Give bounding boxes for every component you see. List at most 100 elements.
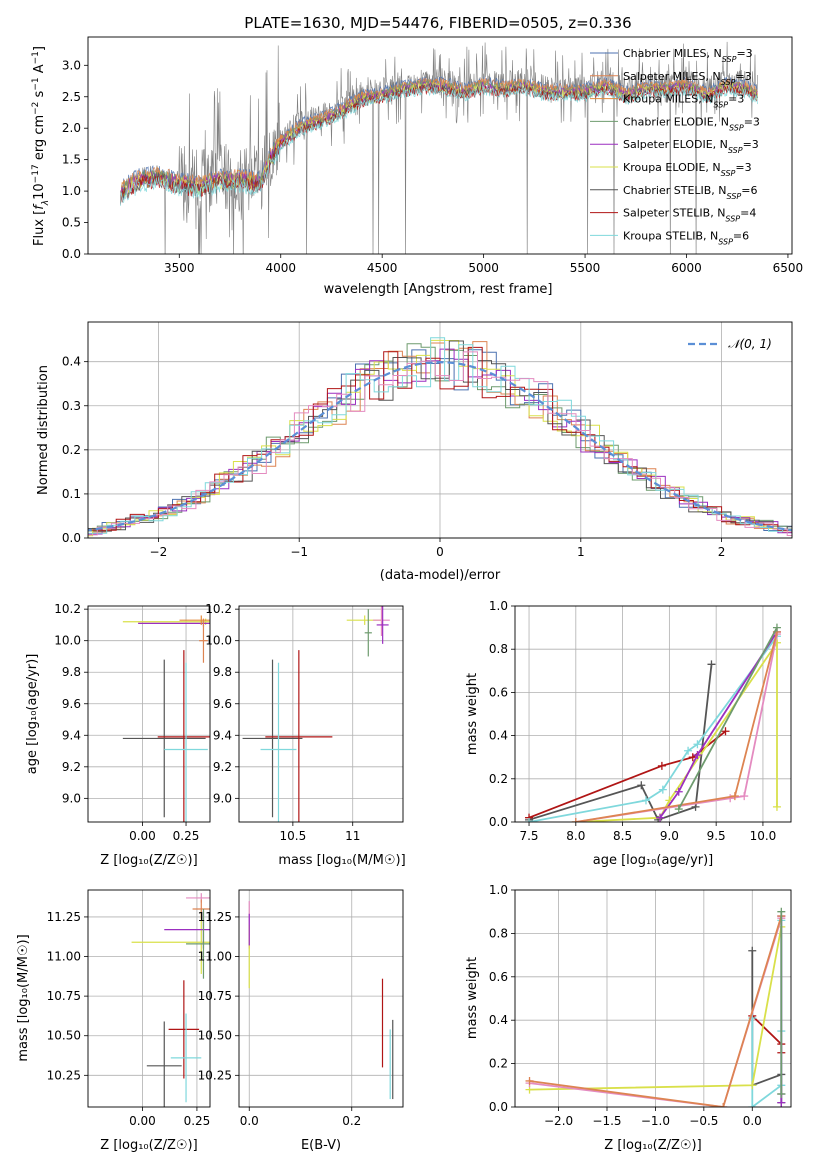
- legend-label: Chabrier ELODIE, NSSP=3: [623, 115, 760, 131]
- spectrum-ytick-label: 0.5: [62, 216, 81, 230]
- age_vs_mass-frame: [238, 605, 404, 823]
- mass-weight-marker: [657, 761, 666, 770]
- mass_vs_ebv-xtick-label: 0.0: [240, 1114, 259, 1128]
- residual_hist-ytick-label: 0.0: [62, 531, 81, 545]
- mass_vs_ebv-frame: [238, 889, 404, 1108]
- mass-weight-marker: [772, 802, 781, 811]
- mass_vs_Z-ytick-label: 10.50: [47, 1029, 81, 1043]
- spectrum-xtick-label: 5000: [468, 261, 499, 275]
- mass-weight-marker: [656, 813, 665, 822]
- age_vs_Z-ytick-label: 10.2: [54, 602, 81, 616]
- mass-weight-marker: [719, 1103, 728, 1107]
- age_vs_Z-ytick-label: 10.0: [54, 634, 81, 648]
- legend-label: Salpeter STELIB, NSSP=4: [623, 207, 756, 224]
- spectrum-legend: Chabrier MILES, NSSP=3 Salpeter MILES, NS…: [590, 47, 760, 246]
- mass_vs_Z-frame: [87, 889, 211, 1108]
- massweight_vs_Z-ytick-label: 0.2: [489, 1057, 508, 1071]
- age_vs_Z-panel: 0.00 0.25 9.0 9.2 9.4 9.6 9.8 10.0 10.2 Z [log₁₀(…: [25, 602, 211, 868]
- mass-weight-marker: [748, 946, 757, 955]
- spectrum-ytick-label: 0.0: [62, 247, 81, 261]
- mass-weight-marker: [693, 740, 702, 749]
- mass_vs_Z-xtick-label: 0.00: [129, 1114, 156, 1128]
- age_vs_mass-ytick-label: 10.2: [205, 602, 232, 616]
- legend-label: Salpeter ELODIE, NSSP=3: [623, 138, 759, 155]
- massweight_vs_Z-ytick-label: 0.0: [489, 1100, 508, 1114]
- legend-label: Chabrier STELIB, NSSP=6: [623, 184, 757, 201]
- age_vs_mass-ytick-label: 9.4: [213, 728, 232, 742]
- residual_hist-xtick-label: −2: [150, 545, 168, 559]
- age_vs_Z-ytick-label: 9.0: [62, 791, 81, 805]
- histogram-ylabel: Normed distribution: [36, 365, 51, 495]
- legend-label: Kroupa ELODIE, NSSP=3: [623, 161, 752, 178]
- age_vs_Z-ytick-label: 9.4: [62, 728, 81, 742]
- mass-weight-line: [659, 631, 778, 819]
- age-vs-mass-xlabel: mass [log₁₀(M/M☉)]: [278, 853, 405, 868]
- normal-curve: [88, 360, 792, 532]
- mass-vs-Z-xlabel: Z [log₁₀(Z/Z☉)]: [100, 1138, 197, 1153]
- mass-weight-marker: [525, 1076, 534, 1085]
- massweight_vs_age-ytick-label: 0.0: [489, 815, 508, 829]
- massweight_vs_Z-xtick-label: −1.5: [592, 1114, 621, 1128]
- mass-weight-marker: [674, 805, 683, 814]
- residual_hist-ytick-label: 0.3: [62, 399, 81, 413]
- massweight_vs_Z-xtick-label: −0.5: [689, 1114, 718, 1128]
- mass-weight-marker: [748, 1103, 757, 1107]
- legend-label: Salpeter MILES, NSSP=3: [623, 70, 752, 87]
- massweight_vs_age-xtick-label: 9.0: [660, 829, 679, 843]
- mw-age-xlabel: age [log₁₀(age/yr)]: [593, 853, 714, 868]
- mass_vs_ebv-panel: 0.0 0.2 10.25 10.50 10.75 11.00 11.25 E(B-V): [198, 889, 404, 1153]
- mass_vs_ebv-ytick-label: 10.75: [198, 989, 232, 1003]
- mass-weight-line: [529, 915, 783, 1107]
- histogram-line: [88, 351, 792, 536]
- mass_vs_Z-ytick-label: 10.25: [47, 1068, 81, 1082]
- mass_vs_Z-ytick-label: 10.75: [47, 989, 81, 1003]
- age_vs_mass-ytick-label: 9.6: [213, 697, 232, 711]
- residual_hist-frame: [87, 321, 793, 539]
- mass-weight-marker: [571, 818, 580, 822]
- residual_hist-xtick-label: 0: [436, 545, 444, 559]
- massweight_vs_age-xtick-label: 8.5: [613, 829, 632, 843]
- mass_vs_ebv-xtick-label: 0.2: [342, 1114, 361, 1128]
- massweight_vs_Z-xtick-label: 0.0: [743, 1114, 762, 1128]
- mass-weight-marker: [674, 787, 683, 796]
- age_vs_Z-ytick-label: 9.8: [62, 665, 81, 679]
- spectrum-xtick-label: 4000: [265, 261, 296, 275]
- mass_vs_ebv-ytick-label: 11.00: [198, 950, 232, 964]
- mass-weight-marker: [707, 660, 716, 669]
- massweight_vs_age-xtick-label: 8.0: [566, 829, 585, 843]
- mass-weight-marker: [748, 1081, 757, 1090]
- mass_vs_Z-xtick-label: 0.25: [184, 1114, 211, 1128]
- mass_vs_ebv-ytick-label: 11.25: [198, 910, 232, 924]
- histogram-line: [88, 339, 792, 537]
- mass-weight-marker: [525, 818, 534, 822]
- spectrum-panel: 3500 4000 4500 5000 5500 6000 6500 0.0 0.5 1.0 1.5…: [31, 36, 803, 297]
- mass-weight-marker: [684, 746, 693, 755]
- age-vs-Z-ylabel: age [log₁₀(age/yr)]: [25, 654, 40, 775]
- massweight_vs_age-ytick-label: 0.8: [489, 642, 508, 656]
- massweight_vs_Z-ytick-label: 0.6: [489, 970, 508, 984]
- massweight_vs_Z-plot-area: [525, 907, 786, 1107]
- age_vs_Z-xtick-label: 0.25: [173, 829, 200, 843]
- massweight_vs_Z-ytick-label: 1.0: [489, 883, 508, 897]
- massweight_vs_age-ytick-label: 0.4: [489, 729, 508, 743]
- mass-weight-line: [528, 664, 713, 821]
- massweight_vs_Z-frame: [514, 889, 792, 1108]
- spectrum-xlabel: wavelength [Angstrom, rest frame]: [324, 282, 553, 297]
- legend-label: Kroupa STELIB, NSSP=6: [623, 229, 749, 246]
- spectrum-ytick-label: 1.0: [62, 184, 81, 198]
- spectrum-xtick-label: 5500: [570, 261, 601, 275]
- histogram-xlabel: (data-model)/error: [380, 568, 501, 583]
- mw-Z-xlabel: Z [log₁₀(Z/Z☉)]: [604, 1138, 701, 1153]
- massweight_vs_Z-panel: −2.0 −1.5 −1.0 −0.5 0.0 0.0 0.2 0.4 0.6 0.8 1.0 Z […: [465, 883, 792, 1153]
- mass-weight-line: [528, 730, 727, 819]
- spectrum-plot-area: [120, 41, 758, 254]
- mass-weight-marker: [777, 1098, 786, 1107]
- mass-vs-ebv-xlabel: E(B-V): [301, 1138, 341, 1153]
- age_vs_mass-plot-area: [242, 606, 390, 822]
- spectrum-xtick-label: 6000: [671, 261, 702, 275]
- mass-weight-line: [677, 627, 778, 810]
- massweight_vs_age-xtick-label: 9.5: [707, 829, 726, 843]
- massweight_vs_age-ytick-label: 1.0: [489, 599, 508, 613]
- residual_hist-xtick-label: 2: [718, 545, 726, 559]
